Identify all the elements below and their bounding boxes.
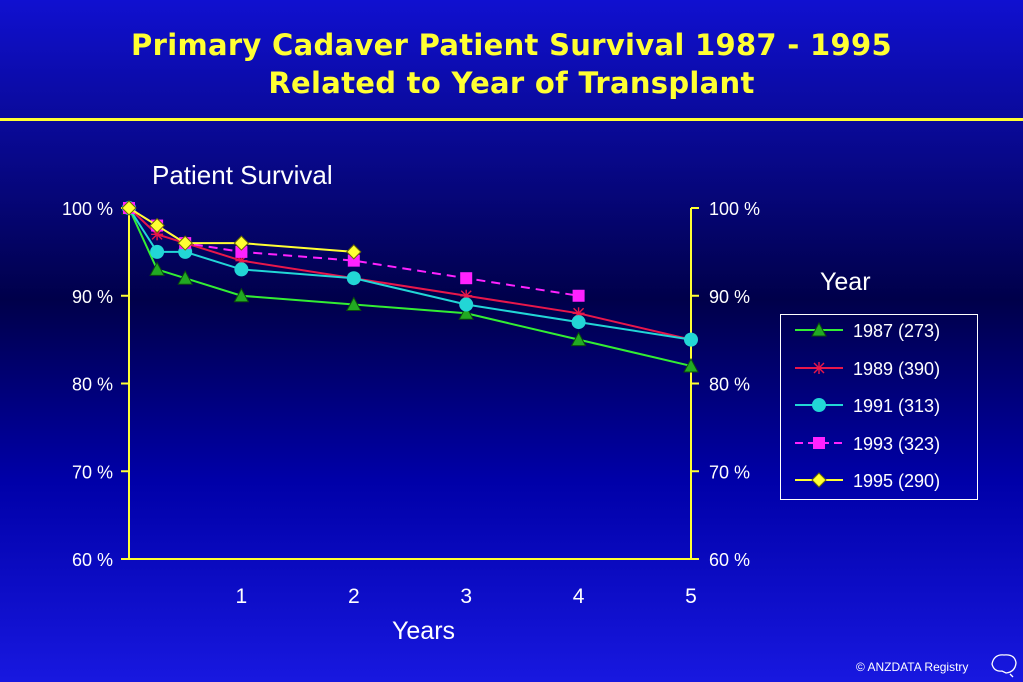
data-point-0 <box>570 331 587 347</box>
chart-title: Patient Survival <box>152 160 333 190</box>
y-tick-label-left: 70 % <box>72 462 113 482</box>
title-divider <box>0 118 1023 121</box>
legend-marker <box>813 436 825 449</box>
data-point-4 <box>177 235 193 251</box>
legend-item: 1991 (313) <box>793 392 973 418</box>
y-tick-label-right: 70 % <box>709 462 750 482</box>
legend-item: 1989 (390) <box>793 355 973 381</box>
legend-item: 1995 (290) <box>793 467 973 493</box>
legend-label: 1991 (313) <box>853 396 941 416</box>
y-tick-label-right: 90 % <box>709 287 750 307</box>
data-point-0 <box>233 287 250 303</box>
data-point-3 <box>235 245 248 258</box>
data-point-4 <box>233 235 250 251</box>
legend-label: 1987 (273) <box>853 321 941 341</box>
data-point-4 <box>121 200 137 216</box>
slide-title-line2: Related to Year of Transplant <box>268 66 755 100</box>
legend-label: 1989 (390) <box>853 358 941 379</box>
data-point-0 <box>345 296 362 312</box>
legend-swatch <box>795 398 843 412</box>
legend-item: 1993 (323) <box>793 430 973 456</box>
copyright-footer: © ANZDATA Registry <box>856 660 969 674</box>
data-point-2 <box>346 271 361 286</box>
x-tick-label: 4 <box>573 585 585 608</box>
legend-swatch <box>795 436 843 449</box>
legend-marker <box>811 321 827 337</box>
legend-marker <box>812 398 826 412</box>
data-point-0 <box>149 261 165 276</box>
data-point-4 <box>346 244 362 260</box>
data-point-2 <box>459 297 474 312</box>
slide-title: Primary Cadaver Patient Survival 1987 - … <box>0 26 1023 102</box>
slide-title-line1: Primary Cadaver Patient Survival 1987 - … <box>131 28 892 62</box>
data-point-3 <box>347 254 360 267</box>
data-point-2 <box>684 332 698 347</box>
data-point-3 <box>460 272 473 285</box>
x-tick-label: 1 <box>236 585 248 608</box>
legend-label: 1993 (323) <box>853 433 941 454</box>
y-tick-label-right: 100 % <box>709 199 760 219</box>
data-point-2 <box>571 315 586 330</box>
anzdata-logo <box>991 654 1017 678</box>
legend-item: 1987 (273) <box>793 317 973 343</box>
legend-marker <box>813 361 825 374</box>
data-point-2 <box>150 244 165 259</box>
y-tick-label-left: 90 % <box>72 287 113 307</box>
x-axis-label: Years <box>392 617 456 645</box>
data-point-0 <box>683 357 699 373</box>
data-point-3 <box>572 289 585 302</box>
x-tick-label: 2 <box>348 585 360 608</box>
data-point-0 <box>458 305 475 320</box>
y-tick-label-right: 60 % <box>709 550 750 570</box>
data-point-4 <box>149 217 165 234</box>
legend-label: 1995 (290) <box>853 471 941 491</box>
legend-swatch <box>795 361 843 374</box>
legend-swatch <box>795 472 843 488</box>
legend-title: Year <box>820 268 871 296</box>
legend-swatch <box>795 321 843 337</box>
x-tick-label: 5 <box>685 585 697 608</box>
legend: 1987 (273) 1989 (390) 1991 (313) 1993 (323)… <box>780 314 978 500</box>
data-point-2 <box>234 262 249 277</box>
x-tick-label: 3 <box>460 585 472 608</box>
y-tick-label-left: 100 % <box>62 199 113 219</box>
y-tick-label-right: 80 % <box>709 375 750 395</box>
y-tick-label-left: 60 % <box>72 550 113 570</box>
data-point-0 <box>177 270 194 285</box>
series-line-1 <box>128 207 692 341</box>
y-tick-label-left: 80 % <box>72 375 113 395</box>
legend-marker <box>811 472 827 488</box>
